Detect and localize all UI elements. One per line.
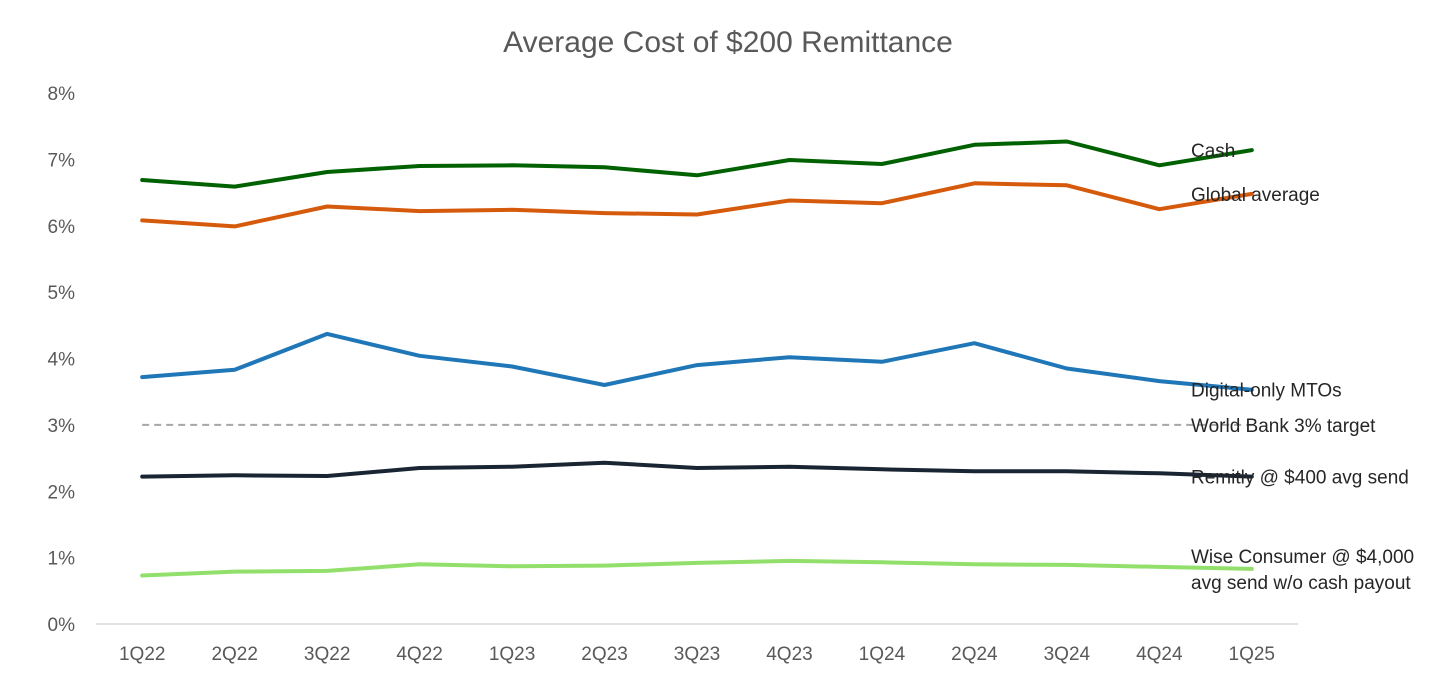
x-tick-label: 4Q23 — [766, 644, 812, 665]
x-tick-label: 4Q24 — [1136, 644, 1183, 665]
x-tick-label: 1Q24 — [859, 644, 906, 665]
x-tick-label: 1Q23 — [489, 644, 535, 665]
y-tick-label: 7% — [48, 150, 76, 171]
series-label-wise-consumer-4-000-avg-send-w-o-cash-payout: avg send w/o cash payout — [1191, 573, 1411, 594]
x-tick-label: 1Q25 — [1229, 644, 1275, 665]
y-tick-label: 2% — [48, 482, 76, 503]
x-axis-ticks: 1Q22 2Q22 3Q22 4Q22 1Q23 2Q23 3Q23 4Q23 1Q24 2Q24… — [119, 644, 1275, 665]
series-label-world-bank-3-target: World Bank 3% target — [1191, 416, 1376, 437]
y-axis-ticks: 0% 1% 2% 3% 4% 5% 6% 7% 8% — [48, 84, 76, 636]
y-tick-label: 1% — [48, 549, 76, 570]
y-tick-label: 5% — [48, 283, 76, 304]
chart-title: Average Cost of $200 Remittance — [503, 26, 953, 59]
x-tick-label: 2Q23 — [581, 644, 627, 665]
y-tick-label: 8% — [48, 84, 76, 105]
series-line-digital-only-mtos — [140, 331, 1254, 392]
series-labels: Cash Global average Digital-only MTOs World… — [1191, 141, 1414, 594]
series-label-remitly-400-avg-send: Remitly @ $400 avg send — [1191, 468, 1409, 489]
series-label-global-average: Global average — [1191, 185, 1320, 206]
series-line-global-average — [140, 181, 1254, 229]
x-tick-label: 3Q22 — [304, 644, 350, 665]
y-tick-label: 0% — [48, 615, 76, 636]
series-line-wise-consumer-4-000-avg-send-w-o-cash-payout — [140, 558, 1254, 578]
x-tick-label: 3Q23 — [674, 644, 720, 665]
y-tick-label: 4% — [48, 350, 76, 371]
x-tick-label: 3Q24 — [1044, 644, 1091, 665]
x-tick-label: 4Q22 — [396, 644, 442, 665]
x-tick-label: 2Q22 — [211, 644, 257, 665]
series-line-remitly-400-avg-send — [140, 460, 1254, 479]
x-tick-label: 1Q22 — [119, 644, 165, 665]
series-lines — [140, 139, 1254, 578]
y-tick-label: 6% — [48, 217, 76, 238]
series-label-wise-consumer-4-000-avg-send-w-o-cash-payout: Wise Consumer @ $4,000 — [1191, 547, 1414, 568]
y-tick-label: 3% — [48, 416, 76, 437]
series-label-digital-only-mtos: Digital-only MTOs — [1191, 381, 1342, 402]
series-label-cash: Cash — [1191, 141, 1235, 162]
series-line-cash — [140, 139, 1254, 189]
x-tick-label: 2Q24 — [951, 644, 998, 665]
